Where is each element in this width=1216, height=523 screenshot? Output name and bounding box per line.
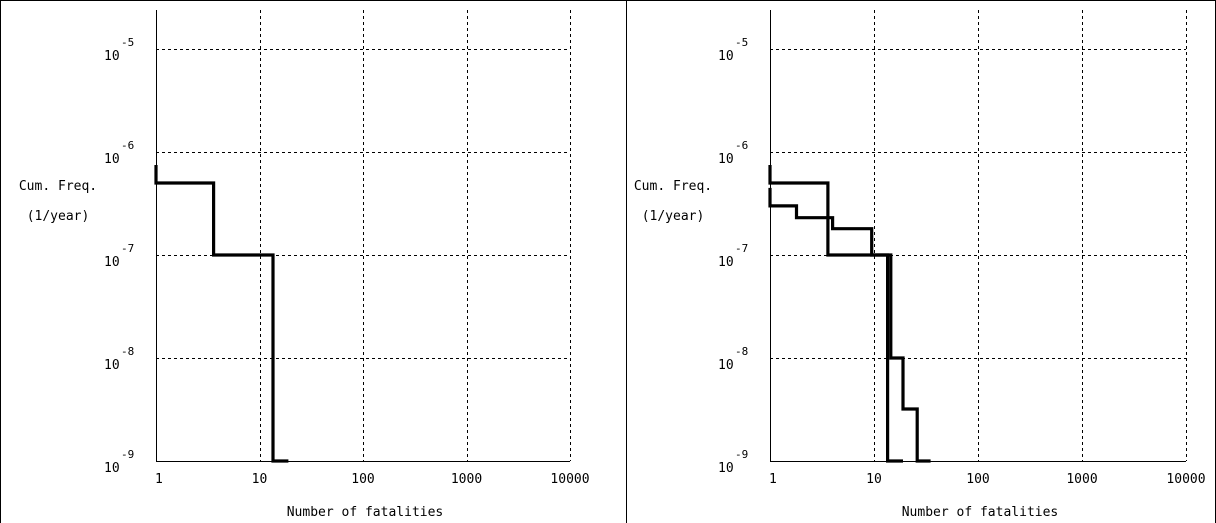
y-tick-label-exponent: -5 (121, 36, 134, 49)
y-tick-label-base: 10 (718, 358, 734, 373)
y-tick-label-base: 10 (104, 49, 120, 64)
y-axis-label-line2: (1/year) (27, 209, 90, 224)
y-tick-label-exponent: -8 (121, 345, 134, 358)
x-tick-label: 100 (351, 472, 374, 487)
y-tick-label-exponent: -9 (735, 448, 748, 461)
x-axis-label: Number of fatalities (287, 505, 444, 520)
x-tick-label: 1000 (1066, 472, 1097, 487)
y-tick-label-base: 10 (104, 255, 120, 270)
fn-curve-series-1 (768, 165, 903, 463)
x-axis-label: Number of fatalities (902, 505, 1059, 520)
y-tick-label-exponent: -7 (121, 242, 134, 255)
y-tick-label-base: 10 (718, 49, 734, 64)
x-tick-label: 10 (866, 472, 882, 487)
y-tick-label-base: 10 (718, 461, 734, 476)
y-tick-label-base: 10 (104, 358, 120, 373)
x-tick-label: 100 (966, 472, 989, 487)
x-tick-label: 10000 (550, 472, 589, 487)
y-tick-label-exponent: -7 (735, 242, 748, 255)
chart-panel-2: 1 10 100 1000 1000010-510-610-710-810-9Cum. … (634, 10, 1206, 520)
x-tick-label: 1 (155, 472, 163, 487)
y-axis-label-line1: Cum. Freq. (19, 179, 97, 194)
fn-curve-series-1 (154, 165, 289, 463)
y-tick-label-exponent: -9 (121, 448, 134, 461)
y-axis-label-line2: (1/year) (642, 209, 705, 224)
y-tick-label-base: 10 (718, 255, 734, 270)
x-tick-label: 1 (769, 472, 777, 487)
fn-curve-series-2 (768, 187, 931, 463)
y-tick-label-exponent: -5 (735, 36, 748, 49)
x-tick-label: 10000 (1166, 472, 1205, 487)
y-tick-label-base: 10 (104, 152, 120, 167)
chart-panel-1: 1 10 100 1000 1000010-510-610-710-810-9Cum. … (19, 10, 590, 520)
y-tick-label-base: 10 (104, 461, 120, 476)
y-tick-label-exponent: -6 (121, 139, 134, 152)
y-tick-label-exponent: -6 (735, 139, 748, 152)
x-tick-label: 10 (252, 472, 268, 487)
x-tick-label: 1000 (451, 472, 482, 487)
y-tick-label-exponent: -8 (735, 345, 748, 358)
y-axis-label-line1: Cum. Freq. (634, 179, 712, 194)
y-tick-label-base: 10 (718, 152, 734, 167)
